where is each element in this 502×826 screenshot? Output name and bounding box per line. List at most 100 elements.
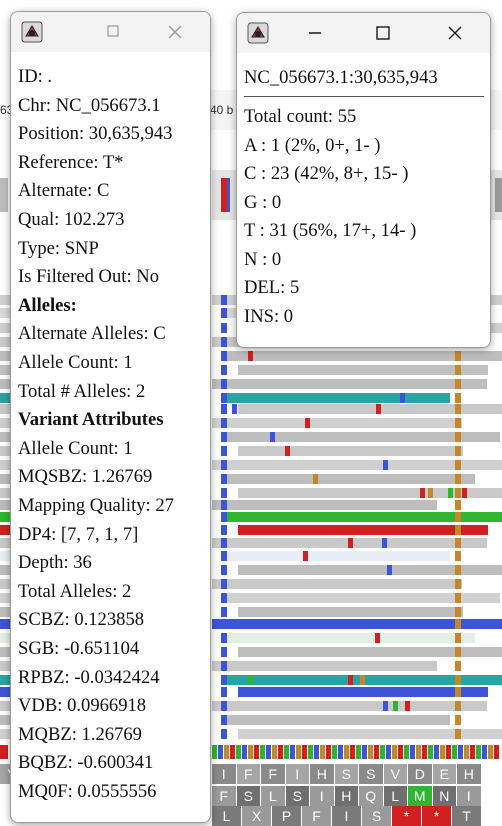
mismatch-base [221, 565, 227, 575]
popup-title-bar[interactable] [237, 13, 490, 53]
mismatch-base [420, 488, 425, 498]
info-line: Is Filtered Out: No [18, 266, 159, 288]
mismatch-base [221, 579, 227, 589]
amino-acid: H [457, 764, 481, 784]
coverage-bar [495, 178, 502, 212]
mismatch-base [455, 418, 461, 428]
mismatch-base [270, 432, 275, 442]
minimize-icon[interactable] [303, 21, 327, 45]
read [0, 579, 10, 589]
read [225, 351, 502, 361]
amino-acid: H [334, 786, 358, 806]
mismatch-base [462, 488, 467, 498]
mismatch-base [455, 404, 461, 414]
amino-acid: I [310, 786, 334, 806]
info-line: Qual: 102.273 [18, 209, 125, 230]
info-line: Allele Count: 1 [18, 352, 133, 373]
sequence-base [260, 745, 265, 759]
sequence-base [356, 745, 361, 759]
mismatch-base [455, 565, 461, 575]
read [0, 474, 10, 484]
mismatch-base [221, 551, 227, 561]
read [0, 404, 10, 414]
sequence-base [488, 745, 493, 759]
read [225, 551, 450, 561]
mismatch-base [221, 295, 227, 305]
mismatch-base [382, 538, 387, 548]
mismatch-base [405, 701, 410, 711]
sequence-base [416, 745, 421, 759]
read [238, 729, 502, 739]
mismatch-base [383, 701, 388, 711]
amino-acid: F [236, 764, 260, 784]
sequence-base [494, 745, 499, 759]
info-line: MQ0F: 0.0555556 [18, 781, 157, 802]
mismatch-base [455, 675, 461, 685]
read [0, 729, 10, 739]
sequence-base [278, 745, 283, 759]
read [225, 593, 500, 603]
read [225, 512, 502, 522]
read [238, 365, 488, 375]
coverage-bar [221, 178, 227, 212]
mismatch-base [221, 474, 227, 484]
info-line: Alternate Alleles: C [18, 323, 166, 345]
sequence-base [410, 745, 415, 759]
read [238, 647, 502, 657]
read [0, 308, 10, 318]
read [0, 512, 10, 522]
mismatch-base [221, 404, 227, 414]
amino-acid: P [272, 806, 301, 826]
info-line: Total Alleles: 2 [18, 580, 132, 602]
mismatch-base [221, 365, 227, 375]
amino-acid: I [285, 764, 309, 784]
mismatch-base [455, 647, 461, 657]
mismatch-base [221, 308, 227, 318]
sequence-base [374, 745, 379, 759]
sequence-base [248, 745, 253, 759]
sequence-base [290, 745, 295, 759]
info-line: Total # Alleles: 2 [18, 380, 146, 402]
mismatch-base [400, 393, 405, 403]
mismatch-base [221, 500, 227, 510]
mismatch-base [428, 488, 433, 498]
close-icon[interactable] [443, 21, 467, 45]
read [225, 633, 475, 643]
igv-app-icon [247, 22, 269, 44]
allele-line: T : 31 (56%, 17+, 14- ) [244, 220, 417, 241]
mismatch-base [221, 379, 227, 389]
mismatch-base [221, 729, 227, 739]
amino-acid: Q [359, 786, 383, 806]
mismatch-base [455, 488, 461, 498]
info-line: Chr: NC_056673.1 [18, 94, 161, 116]
mismatch-base [455, 687, 461, 697]
mismatch-base [455, 500, 461, 510]
maximize-icon[interactable] [371, 21, 395, 45]
sequence-base [428, 745, 433, 759]
mismatch-base [455, 460, 461, 470]
restore-icon[interactable] [101, 20, 125, 44]
read [212, 460, 502, 470]
mismatch-base [455, 351, 461, 361]
mismatch-base [455, 593, 461, 603]
sequence-base [338, 745, 343, 759]
read [0, 351, 10, 361]
info-line: SGB: -0.651104 [18, 638, 140, 659]
read [0, 687, 10, 697]
mismatch-base [221, 538, 227, 548]
mismatch-base [455, 619, 461, 629]
read [0, 379, 10, 389]
read [212, 619, 502, 629]
info-line: Type: SNP [18, 237, 99, 259]
mismatch-base [221, 619, 227, 629]
close-icon[interactable] [163, 20, 187, 44]
popup-title-bar[interactable] [11, 12, 210, 52]
amino-acid: S [236, 786, 260, 806]
mismatch-base [455, 715, 461, 725]
info-line: SCBZ: 0.123858 [18, 609, 145, 631]
info-line: BQBZ: -0.600341 [18, 752, 154, 774]
read [225, 474, 475, 484]
variant-info-popup: ID: . Chr: NC_056673.1 Position: 30,635,94… [10, 11, 211, 823]
mismatch-base [455, 579, 461, 589]
